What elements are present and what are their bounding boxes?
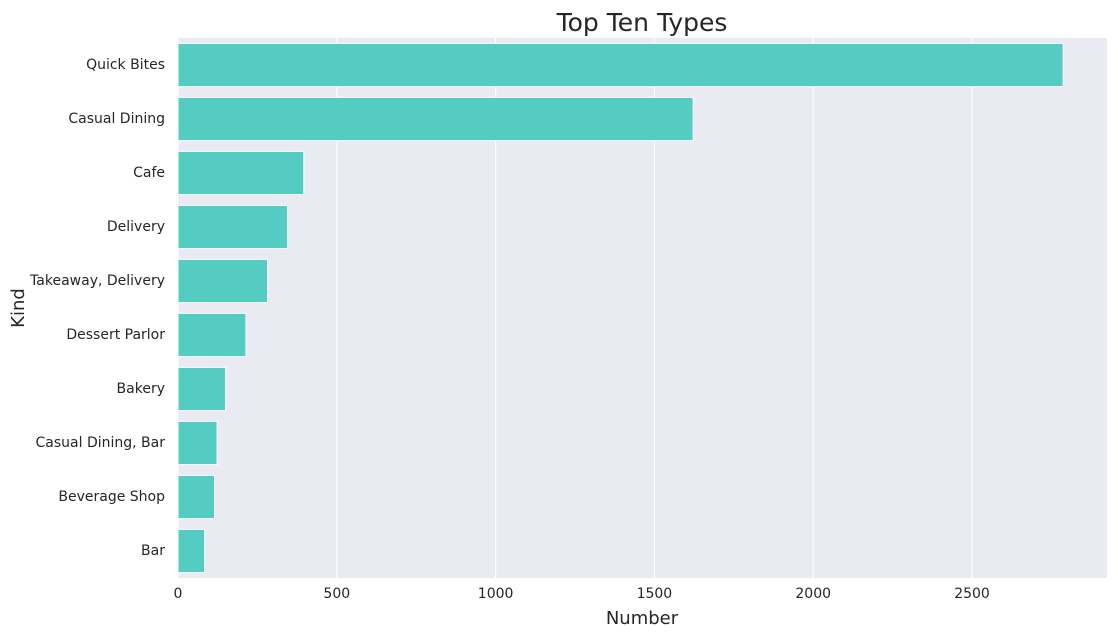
y-tick-label: Beverage Shop [58,489,165,505]
y-tick-label: Bar [141,543,165,559]
bar-cafe [177,150,305,196]
bar-takeaway-delivery [177,258,269,304]
bar-beverage-shop [177,474,216,520]
x-tick-labels: 0 500 1000 1500 2000 2500 [174,586,990,602]
bar-bakery [177,366,227,412]
y-tick-label: Cafe [133,165,165,181]
bar-casual-dining-bar [177,420,218,466]
x-tick-label: 1000 [478,586,514,602]
bars [177,42,1064,574]
bar-quick-bites [177,42,1064,88]
x-tick-label: 2500 [954,586,990,602]
x-tick-label: 1500 [637,586,673,602]
y-tick-labels: Quick Bites Casual Dining Cafe Delivery Take… [29,57,165,559]
bar-bar [177,528,206,574]
y-tick-label: Delivery [107,219,165,235]
x-axis-label: Number [606,608,679,629]
y-tick-label: Quick Bites [86,57,165,73]
y-axis-label: Kind [8,288,29,328]
x-tick-label: 500 [323,586,350,602]
y-tick-label: Dessert Parlor [66,327,165,343]
x-tick-label: 0 [174,586,183,602]
bar-dessert-parlor [177,312,247,358]
y-tick-label: Casual Dining [68,111,165,127]
y-tick-label: Bakery [117,381,165,397]
y-tick-label: Takeaway, Delivery [29,273,165,289]
bar-delivery [177,204,289,250]
y-tick-label: Casual Dining, Bar [36,435,166,451]
x-tick-label: 2000 [795,586,831,602]
bar-casual-dining [177,96,694,142]
chart-title: Top Ten Types [556,8,728,37]
